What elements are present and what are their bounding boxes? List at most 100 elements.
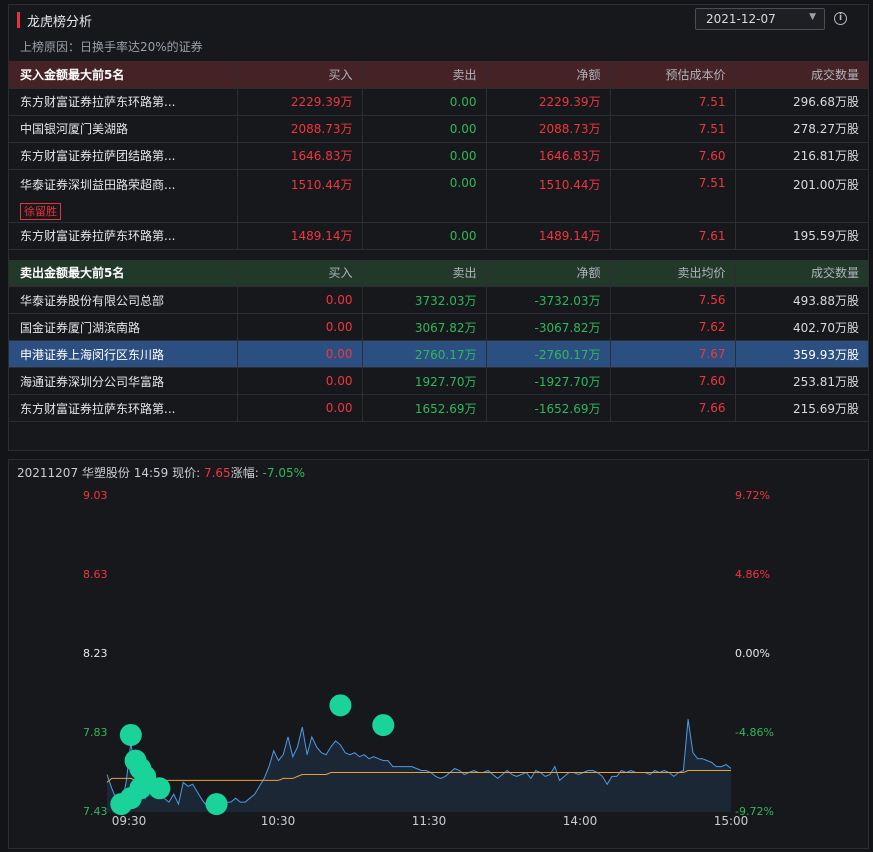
broker-name: 申港证券上海闵行区东川路 [9,340,238,368]
table-row[interactable]: 中国银河厦门美湖路 2088.73万 0.00 2088.73万 7.51 27… [9,115,868,143]
column-header[interactable]: 买入 [237,61,363,89]
column-header[interactable]: 买入 [237,259,363,287]
table-spacer [9,250,868,260]
sell-table-header: 卖出金额最大前5名 买入 卖出 净额 卖出均价 成交数量 [9,259,868,287]
chevron-down-icon: ▼ [809,12,816,22]
buy-amount: 0.00 [237,340,363,368]
buy-table: 买入金额最大前5名 买入 卖出 净额 预估成本价 成交数量 东方财富证券拉萨东环… [9,61,868,250]
trade-marker [329,694,352,717]
avg-sell-price: 7.67 [610,340,736,368]
cost-price: 7.60 [610,142,736,170]
column-header[interactable]: 卖出 [362,61,487,89]
x-axis-tick-label: 14:00 [562,814,598,828]
column-header[interactable]: 卖出均价 [610,259,736,287]
x-axis-tick-label: 10:30 [260,814,296,828]
volume: 253.81万股 [735,367,868,395]
avg-sell-price: 7.56 [610,286,736,314]
broker-name: 东方财富证券拉萨东环路第... [9,222,238,250]
sell-amount: 0.00 [362,142,487,170]
net-amount: 2088.73万 [486,115,611,143]
y-axis-tick-label: 7.43 [83,805,108,818]
sell-amount: 3067.82万 [362,313,487,341]
sell-table: 卖出金额最大前5名 买入 卖出 净额 卖出均价 成交数量 华泰证券股份有限公司总… [9,259,868,422]
chart-header: 20211207 华塑股份 14:59 现价: 7.65涨幅: -7.05% [17,464,305,481]
volume: 201.00万股 [735,169,868,223]
column-header: 卖出金额最大前5名 [9,259,238,287]
avg-sell-price: 7.66 [610,394,736,422]
intraday-chart[interactable] [9,460,870,850]
y-axis-tick-label: 8.23 [83,647,108,660]
date-dropdown[interactable]: 2021-12-07 ▼ [695,8,825,30]
buy-amount: 0.00 [237,367,363,395]
change-percent: -7.05% [262,466,305,480]
change-axis-tick-label: -4.86% [735,726,774,739]
table-row[interactable]: 海通证券深圳分公司华富路 0.00 1927.70万 -1927.70万 7.6… [9,367,868,395]
buy-amount: 0.00 [237,286,363,314]
cost-price: 7.61 [610,222,736,250]
broker-name-cell: 华泰证券深圳益田路荣超商... 徐留胜 [9,169,238,223]
column-header[interactable]: 成交数量 [735,61,868,89]
table-row[interactable]: 东方财富证券拉萨东环路第... 1489.14万 0.00 1489.14万 7… [9,222,868,250]
listing-reason: 上榜原因：日换手率达20%的证券 [20,40,203,54]
broker-name: 中国银河厦门美湖路 [9,115,238,143]
broker-name: 东方财富证券拉萨东环路第... [9,88,238,116]
trade-marker [119,787,142,810]
change-axis-tick-label: 9.72% [735,489,770,502]
broker-name: 华泰证券股份有限公司总部 [9,286,238,314]
y-axis-tick-label: 7.83 [83,726,108,739]
chart-stock-info: 20211207 华塑股份 14:59 现价: [17,466,204,480]
volume: 278.27万股 [735,115,868,143]
buy-table-header: 买入金额最大前5名 买入 卖出 净额 预估成本价 成交数量 [9,61,868,89]
y-axis-tick-label: 8.63 [83,568,108,581]
y-axis-tick-label: 9.03 [83,489,108,502]
date-value: 2021-12-07 [706,12,776,26]
column-header[interactable]: 卖出 [362,259,487,287]
avg-sell-price: 7.62 [610,313,736,341]
volume: 216.81万股 [735,142,868,170]
buy-amount: 1489.14万 [237,222,363,250]
sell-amount: 0.00 [362,88,487,116]
trade-marker [205,793,228,816]
table-row[interactable]: 东方财富证券拉萨东环路第... 2229.39万 0.00 2229.39万 7… [9,88,868,116]
trader-tag[interactable]: 徐留胜 [20,202,61,220]
trade-marker [148,777,171,800]
info-icon[interactable]: i [834,12,847,25]
table-row[interactable]: 华泰证券深圳益田路荣超商... 徐留胜 1510.44万 0.00 1510.4… [9,169,868,223]
panel-header: 龙虎榜分析 2021-12-07 ▼ i [9,5,868,35]
buy-amount: 0.00 [237,394,363,422]
sell-amount: 0.00 [362,115,487,143]
net-amount: -2760.17万 [486,340,611,368]
trade-marker [372,714,395,737]
avg-sell-price: 7.60 [610,367,736,395]
volume: 215.69万股 [735,394,868,422]
buy-amount: 1646.83万 [237,142,363,170]
dragon-tiger-panel: 龙虎榜分析 2021-12-07 ▼ i 上榜原因：日换手率达20%的证券 买入… [8,4,869,451]
table-row[interactable]: 东方财富证券拉萨团结路第... 1646.83万 0.00 1646.83万 7… [9,142,868,170]
table-row[interactable]: 东方财富证券拉萨东环路第... 0.00 1652.69万 -1652.69万 … [9,394,868,422]
column-header[interactable]: 净额 [486,61,611,89]
cost-price: 7.51 [610,115,736,143]
average-price-line [106,770,731,783]
sell-amount: 1652.69万 [362,394,487,422]
panel-title: 龙虎榜分析 [27,14,93,30]
column-header[interactable]: 净额 [486,259,611,287]
buy-amount: 2229.39万 [237,88,363,116]
change-axis-tick-label: 0.00% [735,647,770,660]
trade-marker [119,723,142,746]
broker-name: 华泰证券深圳益田路荣超商... [20,177,176,192]
broker-name: 国金证券厦门湖滨南路 [9,313,238,341]
sell-amount: 0.00 [362,169,487,223]
column-header[interactable]: 预估成本价 [610,61,736,89]
volume: 296.68万股 [735,88,868,116]
table-row[interactable]: 华泰证券股份有限公司总部 0.00 3732.03万 -3732.03万 7.5… [9,286,868,314]
change-axis-tick-label: -9.72% [735,805,774,818]
x-axis-tick-label: 09:30 [111,814,147,828]
table-row[interactable]: 国金证券厦门湖滨南路 0.00 3067.82万 -3067.82万 7.62 … [9,313,868,341]
net-amount: 1489.14万 [486,222,611,250]
net-amount: -1652.69万 [486,394,611,422]
column-header[interactable]: 成交数量 [735,259,868,287]
broker-name: 东方财富证券拉萨东环路第... [9,394,238,422]
title-accent-bar [17,12,20,28]
cost-price: 7.51 [610,169,736,223]
table-row-selected[interactable]: 申港证券上海闵行区东川路 0.00 2760.17万 -2760.17万 7.6… [9,340,868,368]
